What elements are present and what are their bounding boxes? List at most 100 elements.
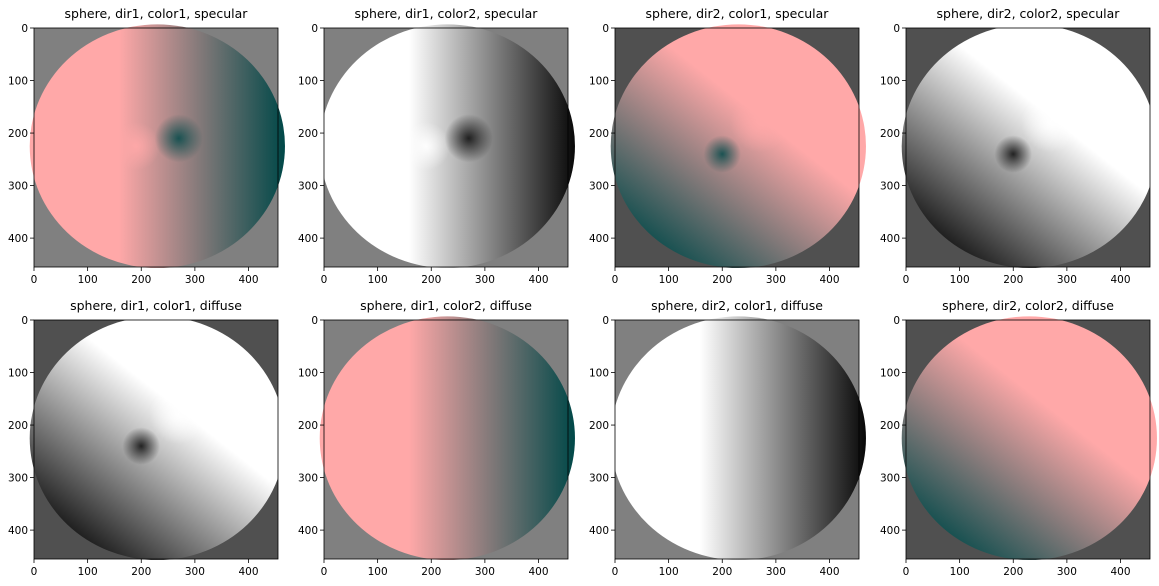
y-tick-label: 300 [8, 181, 28, 193]
panel-1: sphere, dir1, color1, specular 0 100 200 300… [8, 6, 285, 286]
highlight [149, 385, 209, 445]
highlight [401, 122, 451, 171]
x-tick-label: 0 [612, 566, 619, 578]
panel-3: sphere, dir2, color1, specular 0 100 200 300… [589, 6, 866, 286]
x-tick-label: 0 [612, 274, 619, 286]
y-tick-label: 100 [880, 368, 900, 380]
y-tick-label: 100 [298, 368, 318, 380]
highlight [111, 122, 161, 171]
panel-title: sphere, dir1, color1, diffuse [70, 298, 242, 313]
axes-frame [614, 27, 860, 268]
x-tick-label: 100 [950, 274, 970, 286]
sphere [901, 316, 1157, 561]
panel-2: sphere, dir1, color2, specular 0 100 200 300… [298, 6, 575, 286]
y-tick-label: 400 [880, 525, 900, 537]
panel-6: sphere, dir1, color2, diffuse 0 100 200 300 4… [298, 298, 575, 578]
y-tick-label: 0 [602, 23, 609, 35]
panel-8: sphere, dir2, color2, diffuse 0 100 200 300 4… [880, 298, 1157, 578]
panel-title: sphere, dir2, color1, diffuse [651, 298, 823, 313]
axes-frame [905, 27, 1151, 268]
x-tick-label: 0 [903, 566, 910, 578]
axes-frame [323, 319, 569, 560]
y-tick-label: 100 [8, 368, 28, 380]
x-tick-label: 0 [31, 566, 38, 578]
x-tick-label: 100 [78, 274, 98, 286]
x-tick-label: 200 [421, 566, 441, 578]
highlight [1021, 93, 1081, 153]
y-tick-label: 400 [589, 233, 609, 245]
x-tick-label: 200 [712, 566, 732, 578]
y-tick-label: 200 [298, 420, 318, 432]
x-tick-label: 0 [31, 274, 38, 286]
axes-frame [614, 319, 860, 560]
y-tick-label: 200 [8, 128, 28, 140]
y-tick-label: 0 [602, 315, 609, 327]
y-tick-label: 100 [589, 368, 609, 380]
y-tick-label: 400 [8, 525, 28, 537]
x-tick-label: 300 [766, 566, 786, 578]
x-tick-label: 200 [1003, 566, 1023, 578]
axes-frame [905, 319, 1151, 560]
panel-5: sphere, dir1, color1, diffuse 0 100 200 300 4… [8, 298, 285, 578]
shadow [994, 135, 1033, 173]
axes-frame [33, 27, 279, 268]
y-tick-label: 100 [880, 76, 900, 88]
y-tick-label: 200 [589, 128, 609, 140]
x-tick-label: 300 [1057, 566, 1077, 578]
x-tick-label: 100 [950, 566, 970, 578]
y-tick-label: 200 [880, 420, 900, 432]
y-tick-label: 200 [589, 420, 609, 432]
y-tick-label: 400 [298, 525, 318, 537]
x-tick-label: 200 [131, 274, 151, 286]
x-tick-label: 100 [368, 566, 388, 578]
x-tick-label: 400 [819, 566, 839, 578]
x-tick-label: 100 [368, 274, 388, 286]
x-tick-label: 100 [659, 274, 679, 286]
x-tick-label: 200 [712, 274, 732, 286]
panel-title: sphere, dir1, color1, specular [65, 6, 249, 21]
y-tick-label: 300 [880, 473, 900, 485]
y-tick-label: 0 [311, 315, 318, 327]
highlight [730, 93, 790, 153]
panel-7: sphere, dir2, color1, diffuse 0 100 200 300 4… [589, 298, 866, 578]
y-tick-label: 300 [880, 181, 900, 193]
x-tick-label: 300 [185, 274, 205, 286]
shadow [154, 114, 203, 163]
x-tick-label: 400 [528, 274, 548, 286]
y-tick-label: 400 [298, 233, 318, 245]
y-tick-label: 100 [589, 76, 609, 88]
panel-title: sphere, dir1, color2, specular [355, 6, 539, 21]
x-tick-label: 400 [528, 566, 548, 578]
panel-4: sphere, dir2, color2, specular 0 100 200 300… [880, 6, 1157, 286]
panel-title: sphere, dir2, color2, diffuse [942, 298, 1114, 313]
y-tick-label: 200 [880, 128, 900, 140]
y-tick-label: 0 [311, 23, 318, 35]
x-tick-label: 0 [321, 566, 328, 578]
y-tick-label: 0 [21, 315, 28, 327]
panel-title: sphere, dir2, color1, specular [646, 6, 830, 21]
y-tick-label: 400 [589, 525, 609, 537]
x-tick-label: 400 [238, 566, 258, 578]
panel-title: sphere, dir2, color2, specular [937, 6, 1121, 21]
x-tick-label: 400 [819, 274, 839, 286]
y-tick-label: 200 [8, 420, 28, 432]
x-tick-label: 200 [131, 566, 151, 578]
x-tick-label: 300 [475, 566, 495, 578]
x-tick-label: 0 [903, 274, 910, 286]
y-tick-label: 300 [298, 473, 318, 485]
y-tick-label: 0 [893, 315, 900, 327]
x-tick-label: 300 [185, 566, 205, 578]
x-tick-label: 200 [1003, 274, 1023, 286]
sphere [610, 316, 866, 561]
x-tick-label: 200 [421, 274, 441, 286]
y-tick-label: 0 [21, 23, 28, 35]
sphere [319, 316, 575, 561]
y-tick-label: 400 [8, 233, 28, 245]
y-tick-label: 0 [893, 23, 900, 35]
x-tick-label: 300 [766, 274, 786, 286]
x-tick-label: 100 [78, 566, 98, 578]
y-tick-label: 300 [8, 473, 28, 485]
y-tick-label: 100 [8, 76, 28, 88]
y-tick-label: 200 [298, 128, 318, 140]
